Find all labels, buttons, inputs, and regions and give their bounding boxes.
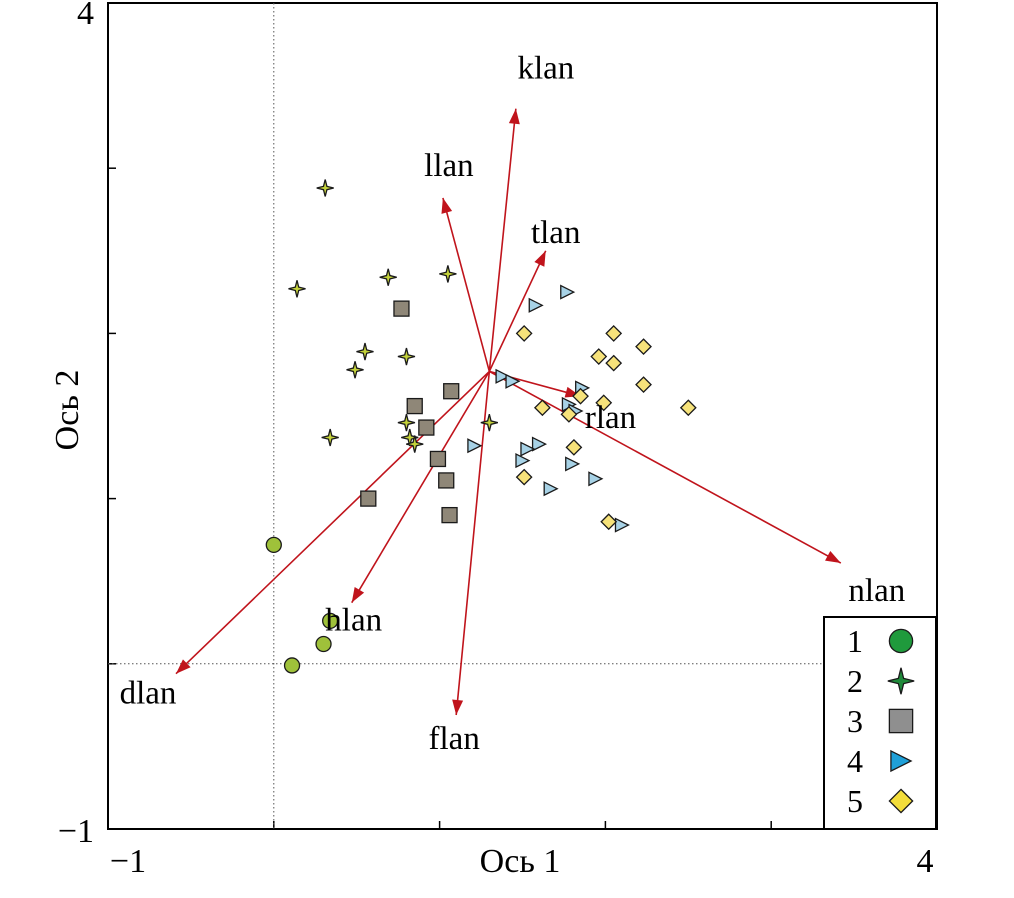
arrowhead-nlan: [825, 551, 841, 564]
vector-label-rlan: rlan: [585, 400, 636, 436]
plot-frame: [107, 2, 938, 830]
point-group-5: [600, 513, 618, 531]
vector-hlan: [351, 370, 491, 604]
arrowhead-tlan: [534, 250, 546, 267]
x-tick-label-max: 4: [917, 843, 934, 880]
point-group-4: [515, 453, 531, 469]
point-group-3: [393, 300, 410, 317]
vector-dlan: [175, 370, 490, 675]
point-group-2: [288, 280, 306, 298]
axis-labels: −1 4 4 −1 Ось 1 Ось 2: [49, 0, 934, 880]
point-group-4: [520, 441, 536, 457]
legend-marker-1: [888, 628, 914, 654]
point-group-4: [467, 438, 483, 454]
point-group-5: [605, 354, 623, 372]
arrowhead-klan: [508, 108, 520, 125]
plot-border: [107, 2, 938, 830]
point-group-5: [515, 324, 533, 342]
point-group-4: [543, 481, 559, 497]
legend-marker-4: [890, 749, 913, 773]
point-group-1: [283, 657, 301, 674]
vector-klan: [488, 108, 517, 372]
vector-label-nlan: nlan: [848, 573, 905, 609]
vector-labels: klan llan tlan rlan nlan hlan dlan flan: [120, 51, 906, 757]
point-group-5: [679, 399, 697, 417]
point-group-5: [515, 468, 533, 486]
point-group-4: [560, 284, 576, 300]
y-tick-label-max: 4: [77, 0, 94, 32]
vector-flan: [455, 371, 491, 716]
y-tick-label-min: −1: [58, 813, 94, 850]
point-group-3: [438, 472, 455, 489]
point-group-5: [572, 387, 589, 405]
vector-label-hlan: hlan: [325, 603, 382, 639]
vector-nlan: [488, 370, 842, 564]
arrowhead-dlan: [175, 659, 191, 674]
legend-label: 1: [847, 623, 863, 659]
point-group-3: [360, 490, 377, 507]
legend-label: 4: [847, 743, 863, 779]
point-group-3: [429, 450, 447, 468]
point-group-5: [533, 399, 551, 417]
point-group-2: [321, 428, 339, 447]
point-group-2: [401, 428, 419, 447]
vector-tlan: [488, 250, 547, 372]
point-group-2: [397, 413, 416, 432]
point-group-5: [635, 376, 652, 394]
point-group-4: [531, 436, 548, 452]
point-group-4: [565, 456, 581, 472]
vector-label-llan: llan: [424, 148, 473, 184]
point-group-4: [505, 373, 521, 389]
data-points: [265, 179, 697, 674]
legend-label: 3: [847, 703, 863, 739]
point-group-2: [439, 265, 457, 283]
vector-label-flan: flan: [429, 721, 480, 757]
point-group-3: [441, 506, 458, 524]
point-group-5: [635, 338, 652, 356]
y-axis-title: Ось 2: [49, 370, 86, 451]
vector-label-klan: klan: [517, 51, 574, 87]
point-group-2: [346, 361, 364, 379]
point-group-5: [565, 438, 583, 456]
point-group-3: [406, 397, 423, 415]
vector-label-tlan: tlan: [531, 215, 580, 251]
vector-arrows: [175, 108, 842, 716]
point-group-4: [495, 368, 511, 384]
point-group-2: [356, 342, 374, 361]
legend: 1 2 3 4 5: [823, 616, 937, 830]
legend-label: 2: [847, 663, 863, 699]
vector-label-dlan: dlan: [120, 676, 177, 712]
point-group-2: [397, 347, 416, 366]
point-group-2: [480, 413, 498, 432]
point-group-3: [443, 383, 460, 400]
point-group-4: [588, 471, 604, 487]
point-group-2: [316, 179, 334, 197]
point-group-2: [406, 435, 424, 453]
x-tick-label-min: −1: [110, 843, 146, 880]
point-group-5: [605, 324, 623, 342]
x-axis-title: Ось 1: [480, 843, 561, 880]
point-group-4: [528, 297, 544, 313]
point-group-1: [265, 536, 282, 554]
point-group-2: [379, 268, 397, 286]
arrowhead-llan: [441, 197, 453, 214]
point-group-3: [418, 419, 435, 436]
legend-box: [823, 616, 937, 830]
point-group-5: [595, 394, 613, 412]
point-group-5: [560, 405, 578, 423]
arrowhead-hlan: [351, 586, 365, 603]
point-group-4: [614, 517, 630, 533]
legend-marker-5: [888, 788, 914, 814]
reference-lines: [108, 3, 937, 829]
point-group-1: [322, 612, 339, 629]
point-group-1: [315, 635, 332, 653]
arrowhead-flan: [452, 699, 464, 716]
legend-label: 5: [847, 783, 863, 819]
point-group-5: [590, 348, 608, 365]
legend-marker-3: [888, 708, 914, 734]
legend-marker-2: [887, 667, 915, 695]
vector-llan: [442, 197, 491, 372]
